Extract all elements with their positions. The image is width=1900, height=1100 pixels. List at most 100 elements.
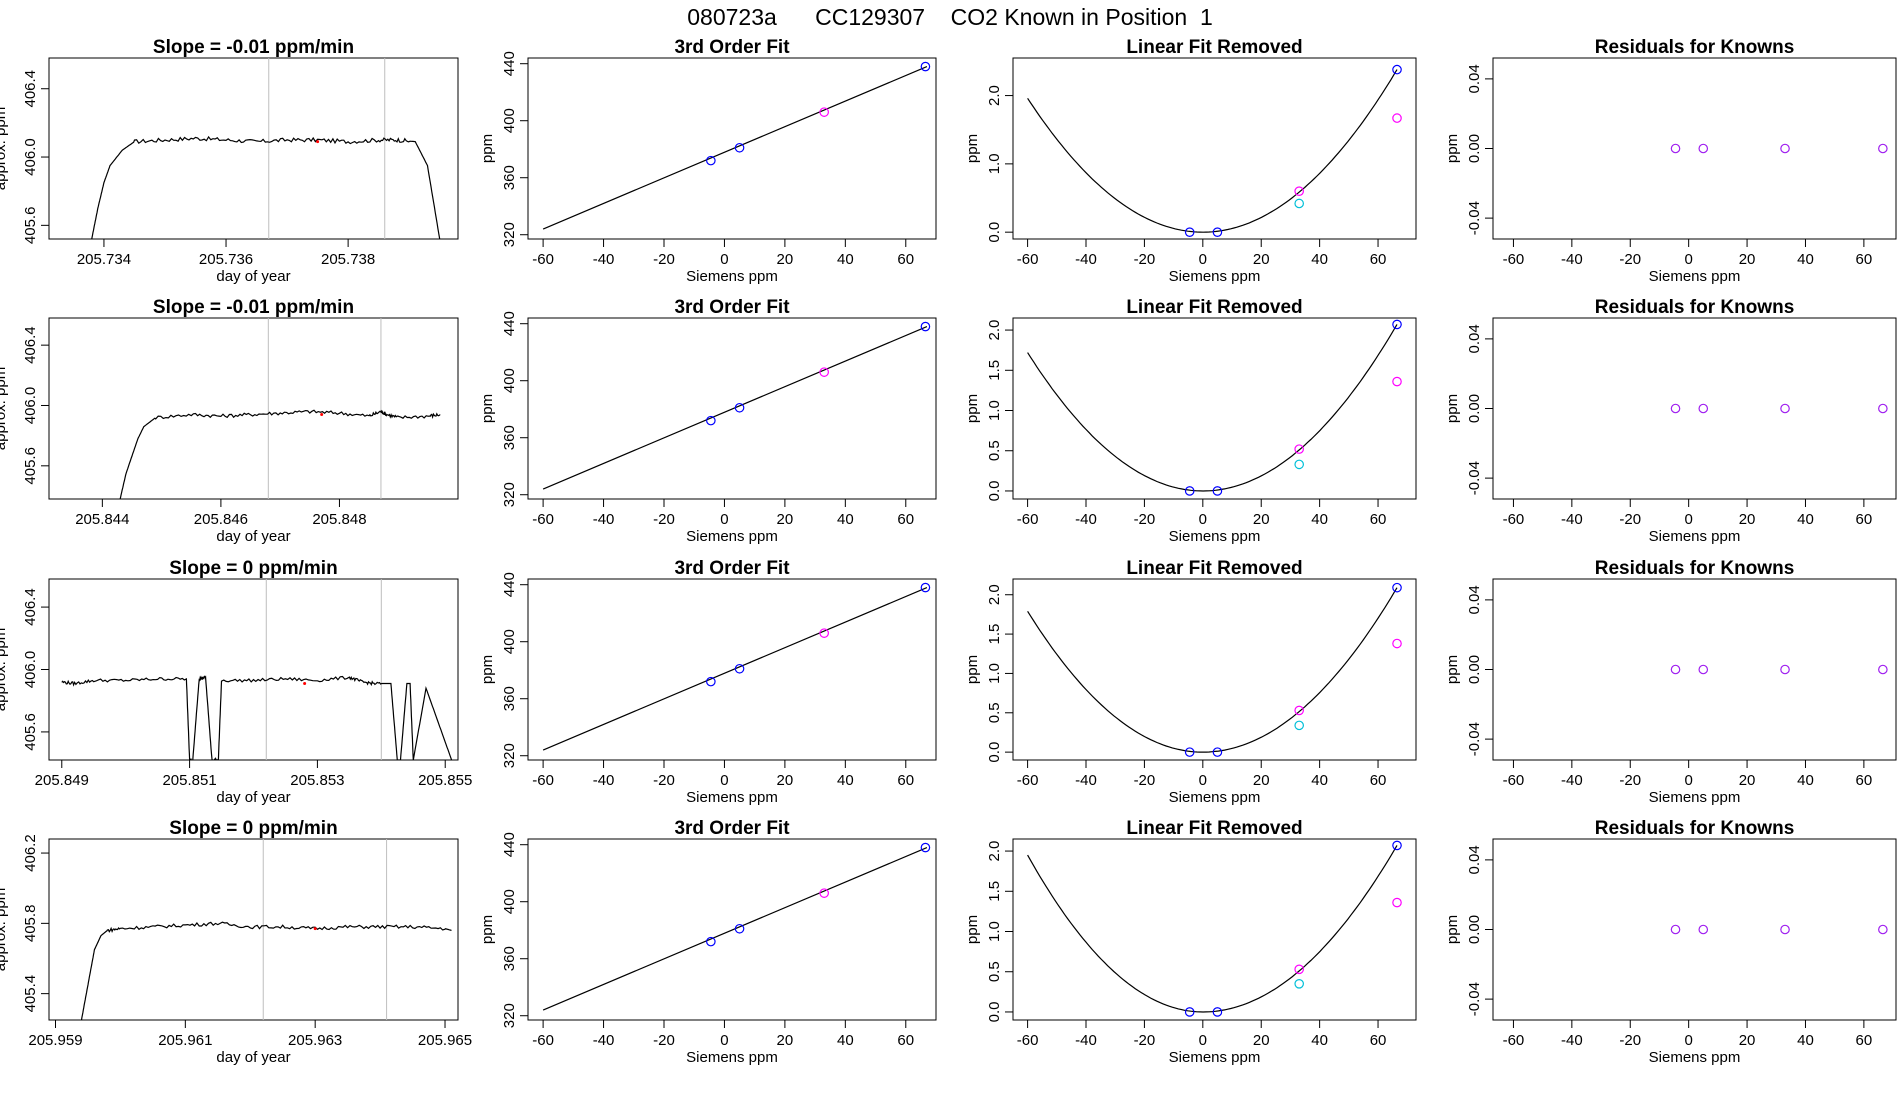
- marker-point: [303, 682, 307, 686]
- x-tick-label: 60: [1856, 511, 1873, 528]
- x-tick-label: 20: [777, 251, 794, 268]
- x-axis-label: day of year: [216, 268, 290, 285]
- data-point: [1212, 227, 1223, 237]
- x-tick-label: 205.961: [158, 1032, 212, 1049]
- y-tick-label: 1.0: [986, 663, 1003, 684]
- data-point: [1878, 924, 1888, 935]
- marker-point: [316, 140, 320, 144]
- data-point: [1878, 664, 1888, 675]
- x-tick-label: 205.844: [75, 511, 129, 528]
- x-tick-label: 40: [1797, 772, 1814, 789]
- x-tick-label: -20: [1619, 511, 1641, 528]
- y-axis-label: ppm: [479, 915, 496, 944]
- data-point: [1294, 198, 1304, 209]
- y-axis-label: ppm: [479, 655, 496, 684]
- x-tick-label: 0: [1684, 772, 1692, 789]
- x-tick-label: -20: [1134, 772, 1156, 789]
- data-point: [706, 155, 716, 166]
- y-axis-label: ppm: [964, 915, 981, 944]
- x-tick-label: -40: [1075, 772, 1097, 789]
- x-tick-label: 205.963: [288, 1032, 342, 1049]
- data-point: [1184, 1007, 1195, 1017]
- x-tick-label: 40: [837, 511, 854, 528]
- plot-frame: [1492, 57, 1897, 240]
- x-axis-label: Siemens ppm: [1649, 528, 1741, 545]
- plot-area: [1027, 845, 1398, 1013]
- plot-area: [61, 579, 453, 760]
- x-tick-label: 60: [1856, 772, 1873, 789]
- y-tick-label: 0.00: [1466, 394, 1483, 423]
- data-point: [1392, 64, 1402, 75]
- x-tick-label: 40: [1797, 251, 1814, 268]
- third-order-fit-1: 3rd Order Fit -60 -40 -20 0 20 40 60 Siemens ppm…: [479, 37, 937, 285]
- x-tick-label: 205.848: [312, 511, 366, 528]
- x-tick-label: 60: [1370, 251, 1387, 268]
- x-tick-label: 0: [720, 772, 728, 789]
- x-tick-label: 40: [837, 772, 854, 789]
- y-axis-label: ppm: [964, 134, 981, 163]
- data-point: [1670, 664, 1681, 675]
- x-tick-label: 60: [1856, 1032, 1873, 1049]
- x-tick-label: -60: [1503, 772, 1525, 789]
- y-tick-label: 440: [501, 832, 518, 857]
- data-point: [1294, 720, 1304, 731]
- data-point: [1212, 486, 1223, 496]
- y-axis-label: ppm: [1444, 134, 1461, 163]
- series-line: [80, 921, 452, 1020]
- plot-area: [91, 58, 441, 239]
- plot-frame: [1492, 317, 1897, 500]
- x-tick-label: 0: [1199, 251, 1207, 268]
- x-tick-label: 0: [1684, 511, 1692, 528]
- x-tick-label: 205.851: [162, 772, 216, 789]
- plot-frame: [527, 838, 937, 1021]
- panel-title: 3rd Order Fit: [674, 558, 790, 579]
- panel-title: 3rd Order Fit: [674, 297, 790, 318]
- y-tick-label: 360: [501, 946, 518, 971]
- data-point: [1878, 143, 1888, 154]
- linear-fit-removed-3: Linear Fit Removed -60 -40 -20 0 20 40 60 Siemen…: [964, 558, 1417, 806]
- panel-title: 3rd Order Fit: [674, 37, 790, 58]
- panel-title: Slope = -0.01 ppm/min: [153, 297, 354, 318]
- y-tick-label: 0.0: [986, 1002, 1003, 1023]
- y-tick-label: 2.0: [986, 584, 1003, 605]
- x-tick-label: 0: [720, 511, 728, 528]
- x-axis-label: Siemens ppm: [1649, 1049, 1741, 1066]
- marker-point: [320, 413, 324, 417]
- y-tick-label: 2.0: [986, 320, 1003, 341]
- x-axis-label: day of year: [216, 1049, 290, 1066]
- y-tick-label: 406.0: [22, 387, 39, 425]
- x-tick-label: 40: [837, 1032, 854, 1049]
- y-tick-label: 1.0: [986, 400, 1003, 421]
- y-tick-label: 0.0: [986, 222, 1003, 243]
- data-point: [1184, 747, 1195, 757]
- time-series-3: Slope = 0 ppm/min 205.849 205.851 205.853 20…: [0, 558, 472, 806]
- data-point: [920, 321, 931, 332]
- panel-title: Linear Fit Removed: [1126, 37, 1302, 58]
- data-point: [1184, 486, 1195, 496]
- y-tick-label: -0.04: [1466, 982, 1483, 1016]
- x-tick-label: 40: [1797, 1032, 1814, 1049]
- x-tick-label: -60: [1017, 1032, 1039, 1049]
- time-series-4: Slope = 0 ppm/min 205.959 205.961 205.963 20…: [0, 818, 472, 1066]
- panel-title: Residuals for Knowns: [1595, 818, 1795, 839]
- x-axis-label: Siemens ppm: [1169, 268, 1261, 285]
- data-point: [1780, 143, 1790, 154]
- y-tick-label: 360: [501, 425, 518, 450]
- plot-frame: [1492, 838, 1897, 1021]
- y-tick-label: 440: [501, 51, 518, 76]
- x-tick-label: -40: [593, 772, 615, 789]
- plot-frame: [527, 578, 937, 761]
- plot-frame: [1012, 317, 1417, 500]
- x-tick-label: -40: [1075, 511, 1097, 528]
- x-tick-label: 0: [1199, 1032, 1207, 1049]
- panel-title: Residuals for Knowns: [1595, 297, 1795, 318]
- x-tick-label: -20: [1134, 1032, 1156, 1049]
- plot-frame: [1012, 578, 1417, 761]
- x-tick-label: 40: [1311, 1032, 1328, 1049]
- x-tick-label: -40: [593, 1032, 615, 1049]
- x-tick-label: 20: [777, 1032, 794, 1049]
- y-tick-label: 320: [501, 1003, 518, 1028]
- data-point: [1294, 444, 1304, 454]
- residuals-3: Residuals for Knowns -60 -40 -20 0 20 40 60 Siem…: [1444, 558, 1897, 806]
- x-tick-label: 0: [1684, 251, 1692, 268]
